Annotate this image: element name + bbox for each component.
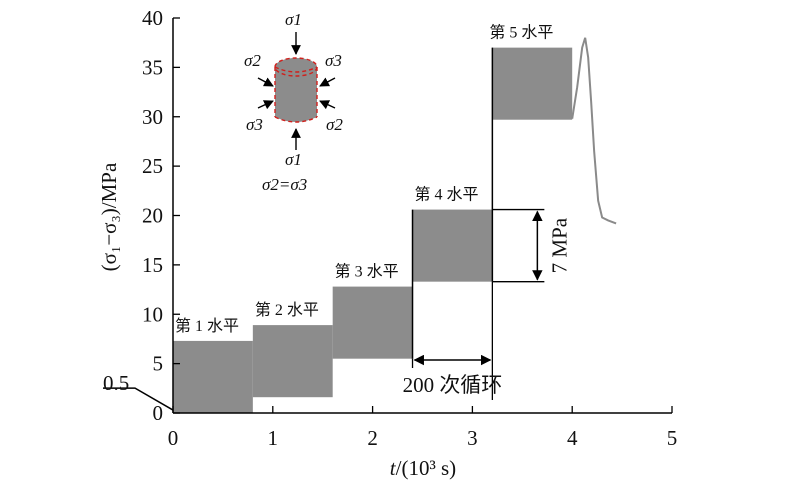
- level-label-2: 第 2 水平: [255, 301, 319, 319]
- sigma2-left-arrow: [257, 77, 274, 87]
- x-axis-ticks: 0 1 2 3 4 5: [168, 406, 678, 450]
- sigma-equation: σ2=σ3: [262, 175, 307, 194]
- sigma2-right-arrow: [319, 100, 336, 110]
- stress-state-inset: σ1 σ2 σ3 σ3 σ2 σ1 σ2=σ3: [244, 10, 343, 194]
- y-tick-label: 20: [142, 204, 163, 228]
- sigma3-left-arrow: [257, 100, 274, 110]
- x-tick-label: 1: [268, 426, 279, 450]
- level-block-3: [332, 286, 413, 359]
- y-tick-label: 40: [142, 6, 163, 30]
- initial-load-label: 0.5: [103, 371, 129, 395]
- level-blocks: [173, 47, 573, 413]
- failure-curve: [571, 37, 617, 225]
- specimen-cylinder-body: [275, 67, 317, 122]
- level-label-5: 第 5 水平: [489, 24, 553, 42]
- level-label-3: 第 3 水平: [335, 263, 399, 281]
- level-block-5: [492, 47, 573, 120]
- level-labels: 第 1 水平第 2 水平 第 3 水平 第 4 水平 第 5 水平: [175, 24, 553, 335]
- x-axis-title-var: t: [390, 456, 397, 480]
- y-tick-label: 30: [142, 105, 163, 129]
- amplitude-label: 7 MPa: [547, 217, 571, 273]
- level-block-4: [412, 209, 493, 282]
- y-tick-label: 15: [142, 253, 163, 277]
- x-axis-title-unit: /(10³ s): [396, 456, 457, 480]
- x-tick-label: 4: [567, 426, 578, 450]
- sigma2-left-label: σ2: [244, 51, 261, 70]
- specimen-top-edge: [274, 57, 318, 77]
- initial-load-line: [103, 387, 174, 411]
- x-axis-title: t/(10³ s): [390, 456, 456, 480]
- sigma1-bottom-label: σ1: [285, 150, 302, 169]
- sigma3-right-arrow: [319, 77, 336, 87]
- sigma2-right-label: σ2: [326, 115, 343, 134]
- amplitude-annotation: 7 MPa: [492, 208, 571, 283]
- sigma3-right-label: σ3: [325, 51, 342, 70]
- y-tick-label: 5: [153, 352, 164, 376]
- cycles-label: 200 次循环: [403, 373, 503, 397]
- x-tick-label: 0: [168, 426, 179, 450]
- x-tick-label: 3: [467, 426, 478, 450]
- level-block-1: [173, 340, 253, 413]
- specimen-dashed-edge: [274, 66, 318, 123]
- y-tick-label: 35: [142, 55, 163, 79]
- level-label-4: 第 4 水平: [415, 186, 479, 204]
- sigma3-left-label: σ3: [246, 115, 263, 134]
- cycles-annotation: 200 次循环: [403, 281, 503, 400]
- x-tick-label: 5: [667, 426, 678, 450]
- y-tick-label: 0: [153, 401, 164, 425]
- specimen-cylinder-top: [275, 58, 317, 76]
- level-block-2: [252, 325, 333, 398]
- sigma1-top-label: σ1: [285, 10, 302, 29]
- y-tick-label: 25: [142, 154, 163, 178]
- x-tick-label: 2: [367, 426, 378, 450]
- y-axis-ticks: 0 5 10 15 20 25 30 35 40: [142, 6, 180, 425]
- y-tick-label: 10: [142, 302, 163, 326]
- y-axis-title: (σ₁−σ₃)/MPa: [97, 162, 121, 271]
- level-label-1: 第 1 水平: [175, 317, 239, 335]
